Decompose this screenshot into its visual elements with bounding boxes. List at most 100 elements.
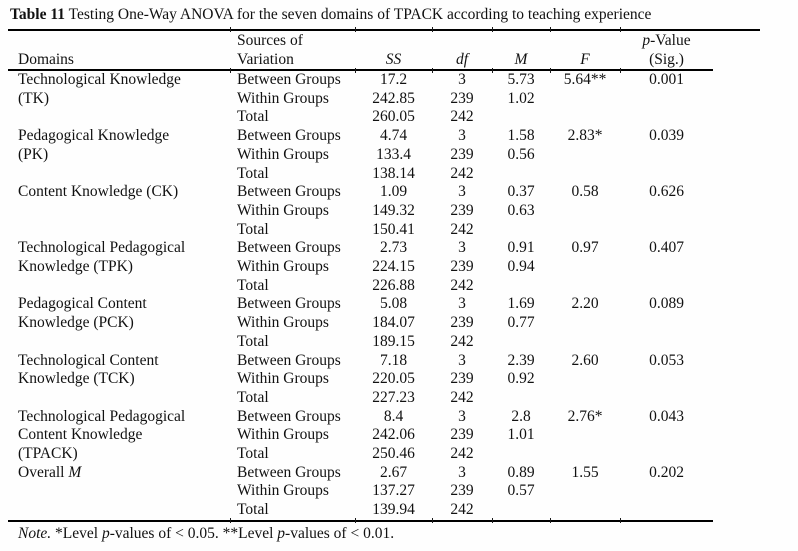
table-row: Technological Content Between Groups 7.18 3… — [8, 352, 713, 371]
domain-cell: Technological Pedagogical — [18, 239, 186, 257]
domain-cell — [8, 165, 230, 184]
df-cell: 242 — [450, 388, 474, 406]
domain-cell: (TK) — [18, 89, 49, 107]
rule-tick — [620, 518, 621, 523]
table-row: Knowledge (TCK) Within Groups 220.05 239 0.9… — [8, 370, 713, 389]
m-cell: 5.73 — [507, 71, 535, 88]
ss-cell: 220.05 — [372, 370, 415, 388]
pvalue-cell — [620, 221, 713, 240]
header-m: M — [492, 50, 550, 71]
rule-tick — [355, 68, 356, 73]
rule-tick — [550, 27, 551, 32]
pvalue-cell — [620, 314, 713, 333]
pvalue-cell: 0.039 — [649, 127, 684, 145]
table-row: Total 138.14 242 — [8, 165, 713, 184]
table-row: (TPACK) Total 250.46 242 — [8, 445, 713, 464]
domain-cell: Pedagogical Content — [18, 295, 147, 313]
pvalue-cell: 0.043 — [649, 407, 684, 425]
pvalue-cell — [620, 389, 713, 408]
table-row: (TK) Within Groups 242.85 239 1.02 — [8, 90, 713, 109]
df-cell: 242 — [450, 276, 474, 294]
table-body: Technological Knowledge Between Groups 17.… — [8, 70, 713, 522]
m-cell: 0.37 — [507, 183, 535, 201]
table-row: Technological Knowledge Between Groups 17.… — [8, 70, 713, 90]
table-row: Technological Pedagogical Between Groups 2… — [8, 239, 713, 258]
f-cell — [550, 90, 620, 109]
f-cell: 5.64** — [563, 71, 607, 88]
source-cell: Between Groups — [237, 239, 341, 257]
source-cell: Within Groups — [237, 370, 329, 388]
ss-cell: 5.08 — [379, 295, 408, 313]
source-cell: Between Groups — [237, 127, 341, 145]
df-cell: 3 — [458, 71, 466, 88]
df-cell: 242 — [450, 108, 474, 126]
rule-tick — [620, 68, 621, 73]
df-cell: 239 — [450, 482, 474, 500]
ss-cell: 133.4 — [376, 145, 411, 163]
f-cell — [550, 389, 620, 408]
pvalue-cell — [620, 445, 713, 464]
source-cell: Total — [237, 220, 269, 238]
domain-cell: Content Knowledge (CK) — [18, 183, 179, 201]
table-row: Total 139.94 242 — [8, 501, 713, 522]
table-row: Within Groups 149.32 239 0.63 — [8, 202, 713, 221]
source-cell: Total — [237, 388, 269, 406]
df-cell: 3 — [458, 239, 466, 257]
df-cell: 239 — [450, 370, 474, 388]
source-cell: Within Groups — [237, 145, 329, 163]
source-cell: Total — [237, 108, 269, 126]
rule-tick — [230, 27, 231, 32]
domain-cell: Knowledge (TCK) — [18, 370, 135, 388]
table-note: Note. *Level p-values of < 0.05. **Level… — [18, 525, 395, 542]
domain-cell — [8, 221, 230, 240]
m-cell — [492, 333, 550, 352]
table-row: Total 260.05 242 — [8, 108, 713, 127]
header-ss: SS — [355, 50, 432, 71]
domain-cell — [8, 108, 230, 127]
ss-cell: 189.15 — [372, 332, 415, 350]
domain-cell — [8, 501, 230, 522]
source-cell: Within Groups — [237, 426, 329, 444]
df-cell: 242 — [450, 445, 474, 463]
f-cell — [550, 258, 620, 277]
ss-cell: 184.07 — [372, 314, 415, 332]
f-cell — [550, 482, 620, 501]
m-cell — [492, 277, 550, 296]
ss-cell: 17.2 — [379, 71, 408, 88]
source-cell: Between Groups — [237, 407, 341, 425]
f-cell: 2.60 — [571, 351, 599, 369]
table-row: Pedagogical Content Between Groups 5.08 3 1.… — [8, 295, 713, 314]
table-row: Within Groups 137.27 239 0.57 — [8, 482, 713, 501]
domain-cell — [8, 277, 230, 296]
source-cell: Within Groups — [237, 201, 329, 219]
table-row: Technological Pedagogical Between Groups 8… — [8, 408, 713, 427]
pvalue-cell — [620, 370, 713, 389]
header-variation: Variation — [230, 50, 355, 71]
source-cell: Total — [237, 276, 269, 294]
domain-cell — [8, 333, 230, 352]
df-cell: 242 — [450, 332, 474, 350]
df-cell: 239 — [450, 426, 474, 444]
df-cell: 3 — [458, 127, 466, 145]
ss-cell: 260.05 — [372, 108, 415, 126]
source-cell: Between Groups — [237, 351, 341, 369]
domain-cell: Technological Pedagogical — [18, 407, 186, 425]
table-row: Content Knowledge Within Groups 242.06 239 1… — [8, 426, 713, 445]
m-cell: 1.58 — [507, 127, 535, 145]
ss-cell: 242.06 — [372, 426, 415, 444]
m-cell: 0.91 — [507, 239, 535, 257]
source-cell: Total — [237, 164, 269, 182]
domain-cell — [8, 389, 230, 408]
domain-cell: Overall M — [18, 463, 82, 481]
domain-cell: (PK) — [18, 145, 49, 163]
m-cell: 1.01 — [507, 426, 535, 444]
f-cell — [550, 314, 620, 333]
header-f: F — [550, 50, 620, 71]
source-cell: Within Groups — [237, 89, 329, 107]
rule-tick — [230, 68, 231, 73]
rule-tick — [432, 68, 433, 73]
f-cell — [550, 333, 620, 352]
domain-cell: Knowledge (PCK) — [18, 314, 134, 332]
rule-tick — [230, 518, 231, 523]
